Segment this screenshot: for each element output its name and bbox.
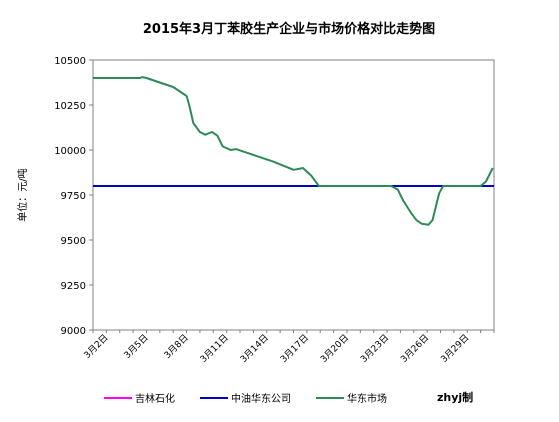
series-layer — [93, 76, 494, 226]
y-tick-label: 9750 — [61, 191, 86, 202]
legend: 吉林石化 中油华东公司 华东市场 — [104, 392, 387, 405]
credit-text: zhyj制 — [437, 390, 473, 404]
y-axis: 9000 9250 9500 9750 10000 10250 10500 — [54, 56, 93, 337]
x-tick-label: 3月26日 — [399, 332, 432, 365]
y-tick-label: 10250 — [54, 101, 86, 112]
legend-label-2: 华东市场 — [347, 392, 387, 405]
x-tick-label: 3月5日 — [122, 332, 151, 361]
x-tick-label: 3月2日 — [82, 332, 111, 361]
y-tick-label: 9000 — [61, 326, 86, 337]
y-tick-label: 10000 — [54, 146, 86, 157]
chart-title: 2015年3月丁苯胶生产企业与市场价格对比走势图 — [143, 21, 435, 37]
x-tick-label: 3月23日 — [359, 332, 392, 365]
x-tick-label: 3月17日 — [278, 332, 311, 365]
y-axis-label: 单位：元/吨 — [16, 168, 29, 221]
plot-area — [92, 59, 495, 331]
x-tick-label: 3月11日 — [198, 332, 231, 365]
x-tick-label: 3月8日 — [162, 332, 191, 361]
series-line-2 — [93, 76, 494, 226]
x-tick-label: 3月29日 — [439, 332, 472, 365]
y-tick-label: 9500 — [61, 236, 86, 247]
y-tick-label: 10500 — [54, 56, 86, 67]
legend-label-0: 吉林石化 — [135, 392, 175, 405]
x-tick-label: 3月20日 — [318, 332, 351, 365]
y-tick-label: 9250 — [61, 281, 86, 292]
legend-label-1: 中油华东公司 — [231, 392, 291, 405]
x-tick-label: 3月14日 — [238, 332, 271, 365]
x-axis: 3月2日 3月5日 3月8日 3月11日 3月14日 3月17日 3月20日 3月23日 3月2… — [82, 330, 495, 365]
